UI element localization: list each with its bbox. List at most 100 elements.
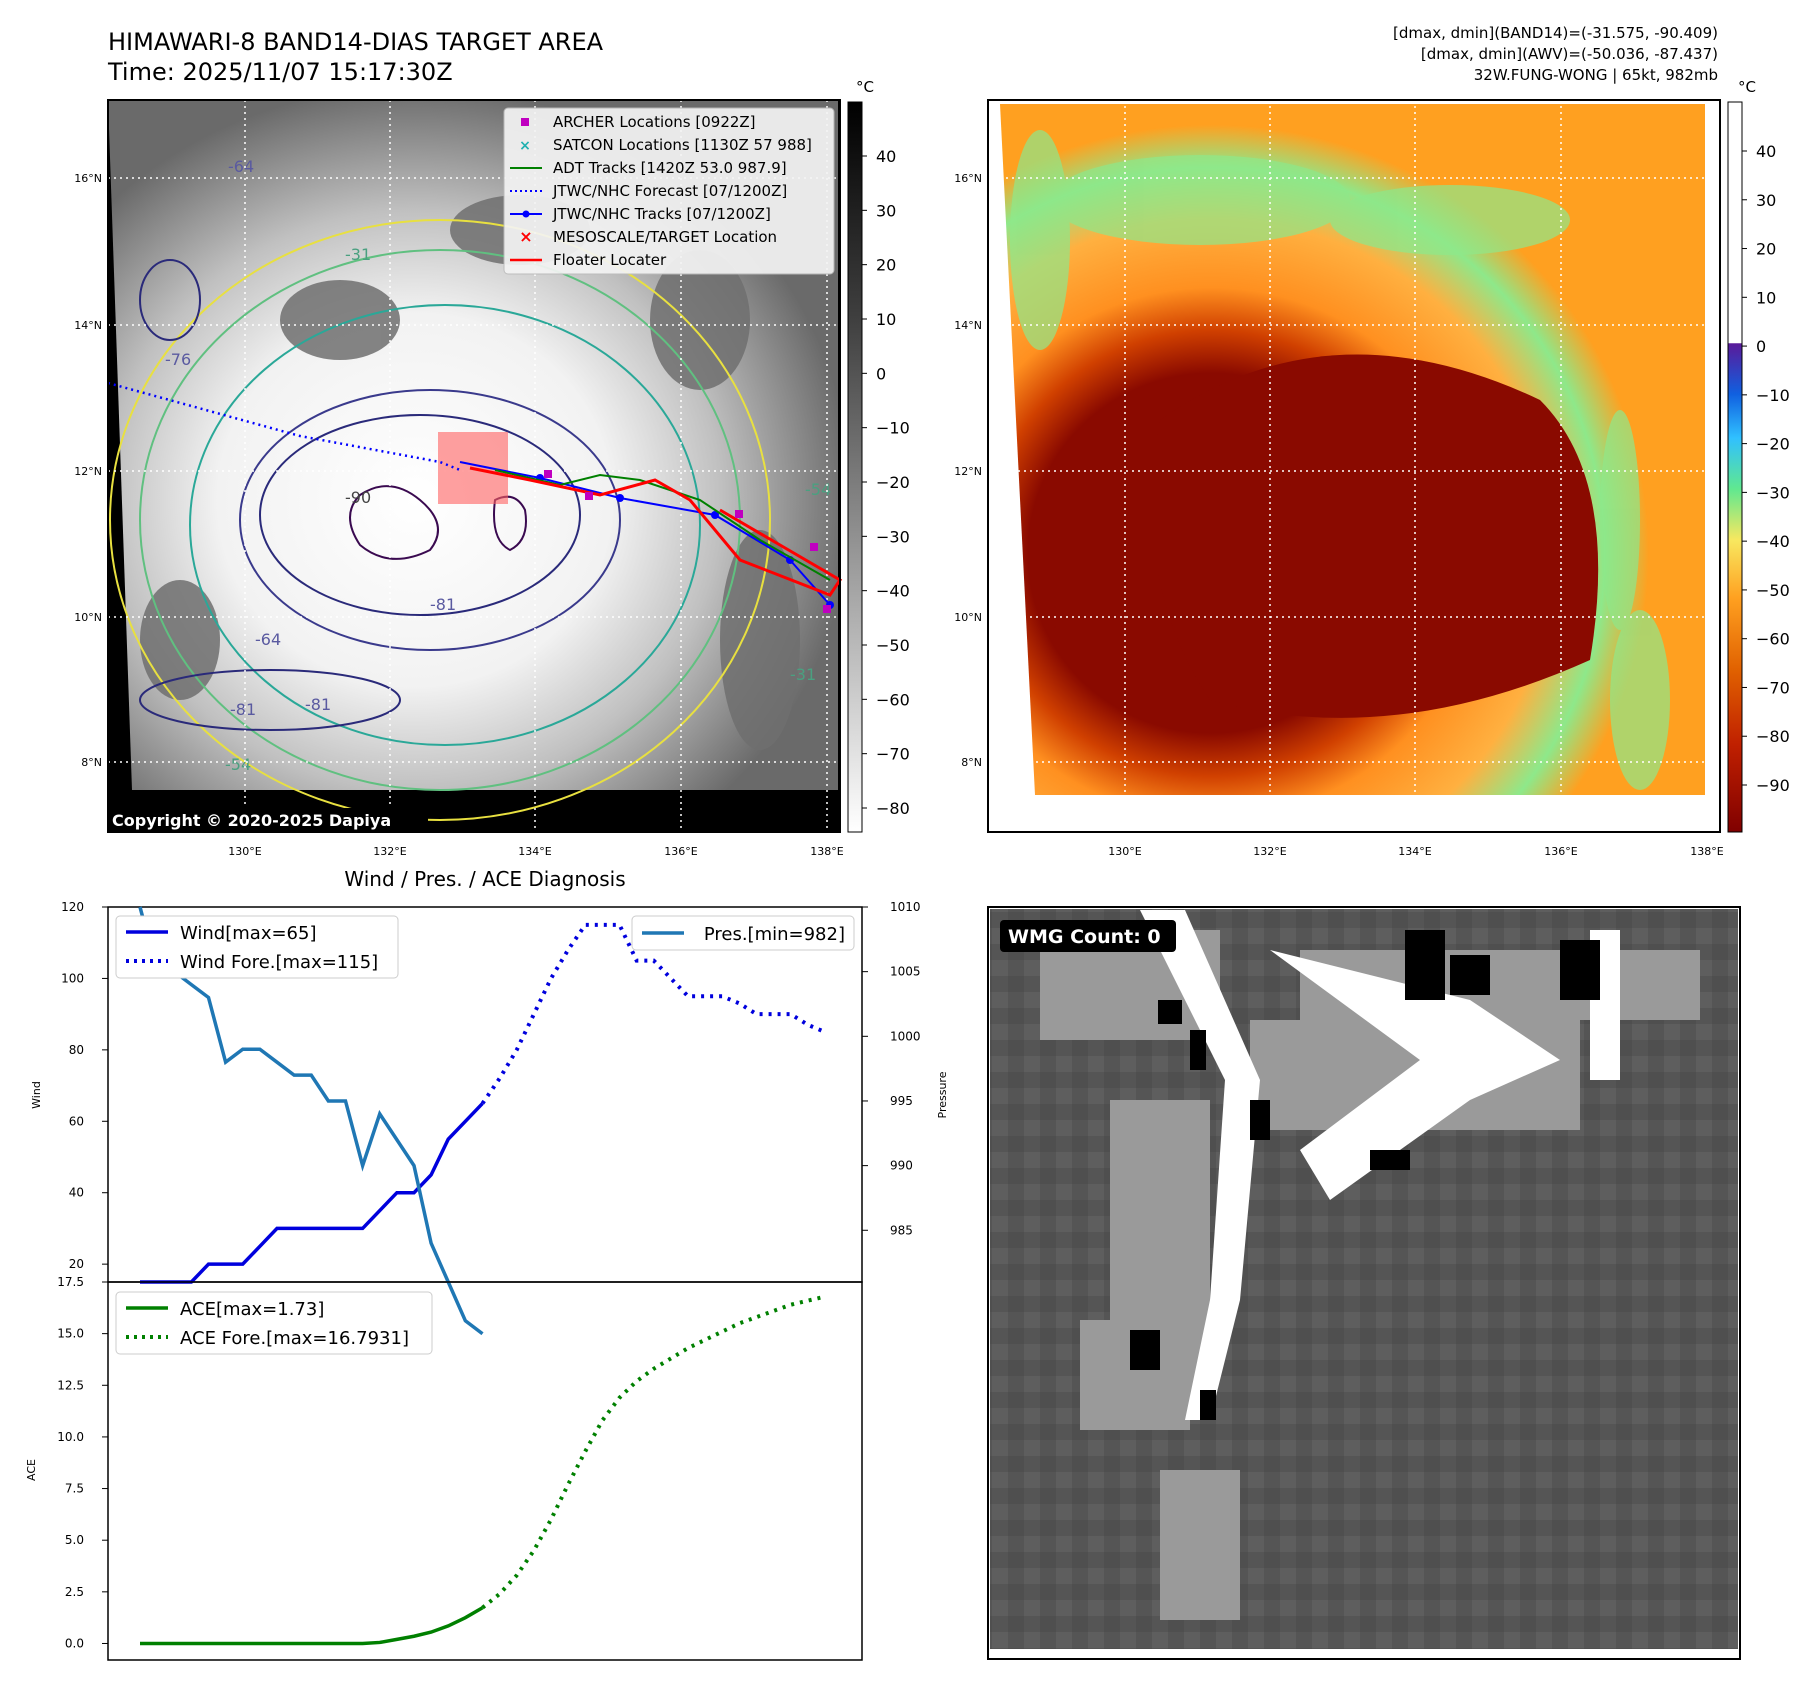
pressure-y-tick-label: 995 — [890, 1094, 913, 1108]
wind-pressure-chart: Wind Pressure 120 100 80 60 40 20 1010 1005 100… — [30, 900, 949, 1336]
colorbar-tick-label: 10 — [876, 310, 896, 329]
wind-line — [140, 1102, 484, 1284]
colorbar-tick-label: −70 — [1756, 678, 1790, 697]
wmg-panel: WMG Count: 0 — [987, 906, 1741, 1660]
pressure-y-tick-label: 985 — [890, 1223, 913, 1237]
legend-box — [503, 107, 835, 275]
lat-tick-label: 16°N — [74, 172, 102, 185]
legend-label: MESOSCALE/TARGET Location — [553, 228, 777, 246]
ace-axis-label: ACE — [25, 1459, 38, 1481]
colorbar-unit: °C — [856, 78, 874, 96]
lat-tick-label: 12°N — [74, 465, 102, 478]
legend-label-ace: ACE[max=1.73] — [180, 1299, 324, 1320]
colorbar2-unit: °C — [1738, 78, 1756, 96]
ace-y-ticks: 17.5 15.0 12.5 10.0 7.5 5.0 2.5 0.0 — [57, 1275, 108, 1650]
track-point — [711, 511, 719, 519]
lon-tick-label: 134°E — [518, 845, 551, 858]
colorbar-tick-label: −30 — [1756, 483, 1790, 502]
legend-label: ADT Tracks [1420Z 53.0 987.9] — [553, 159, 787, 177]
legend-label: Floater Locater — [553, 251, 667, 269]
pressure-y-tick-label: 1000 — [890, 1029, 921, 1043]
contour-label: -76 — [165, 350, 191, 369]
archer-points — [544, 470, 831, 613]
ace-line — [140, 1606, 484, 1646]
legend-label: ARCHER Locations [0922Z] — [553, 113, 756, 131]
lon-tick-label: 136°E — [1544, 845, 1577, 858]
archer-point — [585, 492, 593, 500]
map-frame — [107, 99, 841, 833]
pressure-legend-box — [631, 915, 855, 951]
lon-tick-label: 138°E — [1690, 845, 1723, 858]
lon-tick-label: 134°E — [1398, 845, 1431, 858]
lon-tick-label: 132°E — [1253, 845, 1286, 858]
map-legend: ARCHER Locations [0922Z] × SATCON Location… — [503, 107, 835, 275]
archer-point — [735, 510, 743, 518]
colorbar-tick-label: −10 — [876, 419, 910, 438]
ace-y-tick-label: 0.0 — [65, 1636, 84, 1650]
colorbar-tick-label: −50 — [1756, 581, 1790, 600]
colorbar-tick-label: 0 — [876, 364, 886, 383]
contour-label: -81 — [305, 695, 331, 714]
lon-tick-label: 132°E — [373, 845, 406, 858]
legend-label-wind: Wind[max=65] — [180, 923, 317, 944]
wmg-black-cells — [1130, 930, 1600, 1420]
wind-legend-box — [115, 915, 399, 979]
pressure-y-tick-label: 990 — [890, 1159, 913, 1173]
legend-items: ARCHER Locations [0922Z] × SATCON Location… — [510, 113, 812, 269]
colorbar-tick-label: −40 — [1756, 532, 1790, 551]
map2-frame — [987, 99, 1721, 833]
ir-map-panel: -64 -76 -90 -81 -64 -81 -54 -31 -54 -31 … — [74, 99, 844, 858]
lon-tick-label: 130°E — [1108, 845, 1141, 858]
map2-lon-tick-labels: 130°E 132°E 134°E 136°E 138°E — [1108, 845, 1723, 858]
cold-cloud-bands — [1010, 130, 1670, 790]
colorbar-tick-label: 10 — [1756, 288, 1776, 307]
legend-label-pressure: Pres.[min=982] — [704, 924, 845, 945]
wind-axis-label: Wind — [30, 1081, 43, 1109]
colorbar-tick-label: −20 — [1756, 435, 1790, 454]
warm-eye-region — [1151, 354, 1599, 718]
pressure-legend: Pres.[min=982] — [631, 915, 855, 951]
lat-tick-label: 8°N — [961, 756, 982, 769]
ace-legend: ACE[max=1.73] ACE Fore.[max=16.7931] — [115, 1291, 433, 1355]
jtwc-best-track — [459, 461, 831, 606]
archer-point — [810, 543, 818, 551]
wind-y-tick-label: 40 — [69, 1186, 84, 1200]
wind-y-tick-label: 20 — [69, 1257, 84, 1271]
contour-label: -54 — [225, 755, 251, 774]
wind-y-tick-label: 60 — [69, 1114, 84, 1128]
wmg-frame — [987, 906, 1741, 1660]
colorbar-tick-label: −70 — [876, 745, 910, 764]
pressure-y-tick-label: 1010 — [890, 900, 921, 914]
lat-tick-label: 10°N — [74, 611, 102, 624]
contour-labels: -64 -76 -90 -81 -64 -81 -54 -31 -54 -31 … — [165, 157, 831, 774]
contour-label: -64 — [255, 630, 281, 649]
wmg-count-badge — [1000, 920, 1176, 952]
map2-gridlines — [988, 100, 1720, 832]
lon-tick-label: 138°E — [810, 845, 843, 858]
lon-tick-labels: 130°E 132°E 134°E 136°E 138°E — [228, 845, 843, 858]
ace-forecast-line — [481, 1294, 826, 1610]
lon-tick-label: 136°E — [664, 845, 697, 858]
lat-tick-label: 14°N — [954, 319, 982, 332]
ace-chart: ACE 17.5 15.0 12.5 10.0 7.5 5.0 2.5 0.0 ACE[max… — [25, 1275, 863, 1661]
chart-title: Wind / Pres. / ACE Diagnosis — [344, 867, 625, 891]
lat-tick-labels: 16°N 14°N 12°N 10°N 8°N — [74, 172, 102, 769]
ace-y-tick-label: 17.5 — [57, 1275, 84, 1289]
colorbar-tick-label: −60 — [876, 690, 910, 709]
contour-label: -31 — [790, 665, 816, 684]
cloud-dark-patches — [140, 195, 800, 750]
ace-legend-box — [115, 1291, 433, 1355]
figure-title-line1: HIMAWARI-8 BAND14-DIAS TARGET AREA — [108, 28, 604, 56]
wind-legend: Wind[max=65] Wind Fore.[max=115] — [115, 915, 399, 979]
colorbar-tick-label: 30 — [1756, 191, 1776, 210]
ace-chart-frame — [107, 1281, 863, 1661]
stats-line2: [dmax, dmin](AWV)=(-50.036, -87.437) — [1421, 45, 1718, 63]
legend-label: JTWC/NHC Forecast [07/1200Z] — [552, 182, 787, 200]
contour-label: -90 — [345, 488, 371, 507]
colorbar-tick-label: −30 — [876, 527, 910, 546]
legend-marker-target: × — [519, 227, 532, 246]
color-ir-map-panel: 130°E 132°E 134°E 136°E 138°E 16°N 14°N 12°N 10… — [954, 99, 1724, 858]
pressure-y-ticks: 1010 1005 1000 995 990 985 — [862, 900, 921, 1237]
colorbar-tick-label: 40 — [1756, 142, 1776, 161]
colorbar-tick-label: −80 — [1756, 727, 1790, 746]
